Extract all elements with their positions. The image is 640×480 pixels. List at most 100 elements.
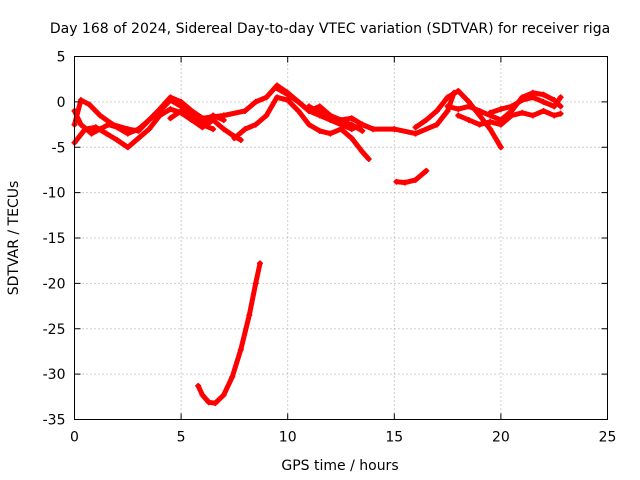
- data-point: [237, 136, 244, 143]
- data-point: [557, 94, 564, 101]
- data-point: [369, 126, 376, 133]
- series-track-13: [195, 260, 263, 407]
- x-tick-label: 15: [385, 430, 403, 446]
- data-point: [465, 117, 472, 124]
- data-point: [205, 399, 212, 406]
- data-point: [444, 94, 451, 101]
- data-point: [295, 98, 302, 105]
- data-point: [306, 121, 313, 128]
- data-point: [306, 103, 313, 110]
- data-point: [348, 121, 355, 128]
- data-point: [540, 91, 547, 98]
- series-line: [231, 94, 372, 162]
- series-track-7: [306, 103, 366, 134]
- data-point: [365, 156, 372, 163]
- data-point: [220, 391, 227, 398]
- data-point: [519, 109, 526, 116]
- data-point: [401, 179, 408, 186]
- x-tick-label: 25: [599, 430, 617, 446]
- data-point: [256, 260, 263, 267]
- data-point: [465, 103, 472, 110]
- data-point: [252, 98, 259, 105]
- data-point: [229, 373, 236, 380]
- data-point: [455, 112, 462, 119]
- data-point: [114, 136, 121, 143]
- series-track-10: [455, 107, 564, 128]
- data-point: [188, 117, 195, 124]
- data-point: [212, 400, 219, 407]
- data-point: [557, 103, 564, 110]
- data-point: [114, 124, 121, 131]
- data-point: [242, 126, 249, 133]
- series-line: [306, 103, 365, 134]
- data-point: [529, 112, 536, 119]
- x-tick-label: 5: [177, 430, 186, 446]
- series-line: [167, 108, 244, 143]
- data-point: [393, 178, 400, 185]
- series-track-6: [274, 85, 457, 137]
- y-tick-label: -10: [43, 186, 66, 202]
- data-point: [455, 87, 462, 94]
- data-point: [359, 148, 366, 155]
- y-tick-label: -25: [43, 322, 66, 338]
- data-point: [263, 94, 270, 101]
- y-tick-label: -5: [52, 140, 66, 156]
- data-point: [508, 112, 515, 119]
- data-point: [433, 107, 440, 114]
- data-point: [295, 107, 302, 114]
- data-point: [246, 312, 253, 319]
- data-point: [210, 117, 217, 124]
- data-point: [135, 126, 142, 133]
- data-point: [135, 135, 142, 142]
- data-point: [412, 124, 419, 131]
- data-point: [327, 130, 334, 137]
- data-point: [231, 135, 238, 142]
- data-point: [423, 167, 430, 174]
- x-tick-label: 10: [279, 430, 297, 446]
- data-point: [210, 126, 217, 133]
- tick-layer: 0 5 10 15 20 25 5 0 -5 -10 -15 -20 -25 -30 -35: [43, 50, 617, 446]
- data-point: [167, 97, 174, 104]
- data-point: [540, 107, 547, 114]
- series-track-12: [393, 167, 430, 186]
- data-point: [88, 130, 95, 137]
- data-point: [529, 94, 536, 101]
- data-point: [497, 121, 504, 128]
- data-point: [487, 109, 494, 116]
- data-point: [316, 127, 323, 134]
- data-point: [359, 127, 366, 134]
- data-point: [348, 115, 355, 122]
- data-point: [167, 115, 174, 122]
- data-point: [274, 94, 281, 101]
- data-point: [146, 117, 153, 124]
- data-point: [237, 346, 244, 353]
- data-point: [338, 118, 344, 125]
- data-point: [497, 144, 504, 151]
- data-point: [178, 107, 185, 114]
- data-point: [359, 121, 366, 128]
- data-point: [412, 130, 419, 137]
- data-point: [316, 103, 323, 110]
- data-point: [146, 126, 153, 133]
- series-line: [393, 168, 429, 186]
- chart-title: Day 168 of 2024, Sidereal Day-to-day VTE…: [50, 21, 610, 37]
- data-point: [316, 109, 323, 116]
- x-tick-label: 0: [70, 430, 79, 446]
- y-tick-label: -30: [43, 367, 66, 383]
- data-point: [220, 117, 227, 124]
- data-point: [487, 126, 494, 133]
- data-point: [199, 391, 206, 398]
- x-axis-label: GPS time / hours: [281, 458, 398, 474]
- data-point: [167, 106, 174, 113]
- data-point: [487, 118, 494, 125]
- data-point: [284, 91, 291, 98]
- x-tick-label: 20: [492, 430, 510, 446]
- y-tick-label: -35: [43, 413, 66, 429]
- data-point: [412, 176, 419, 183]
- data-point: [124, 130, 131, 137]
- data-point: [497, 106, 504, 113]
- data-point: [423, 117, 430, 124]
- data-point: [103, 130, 110, 137]
